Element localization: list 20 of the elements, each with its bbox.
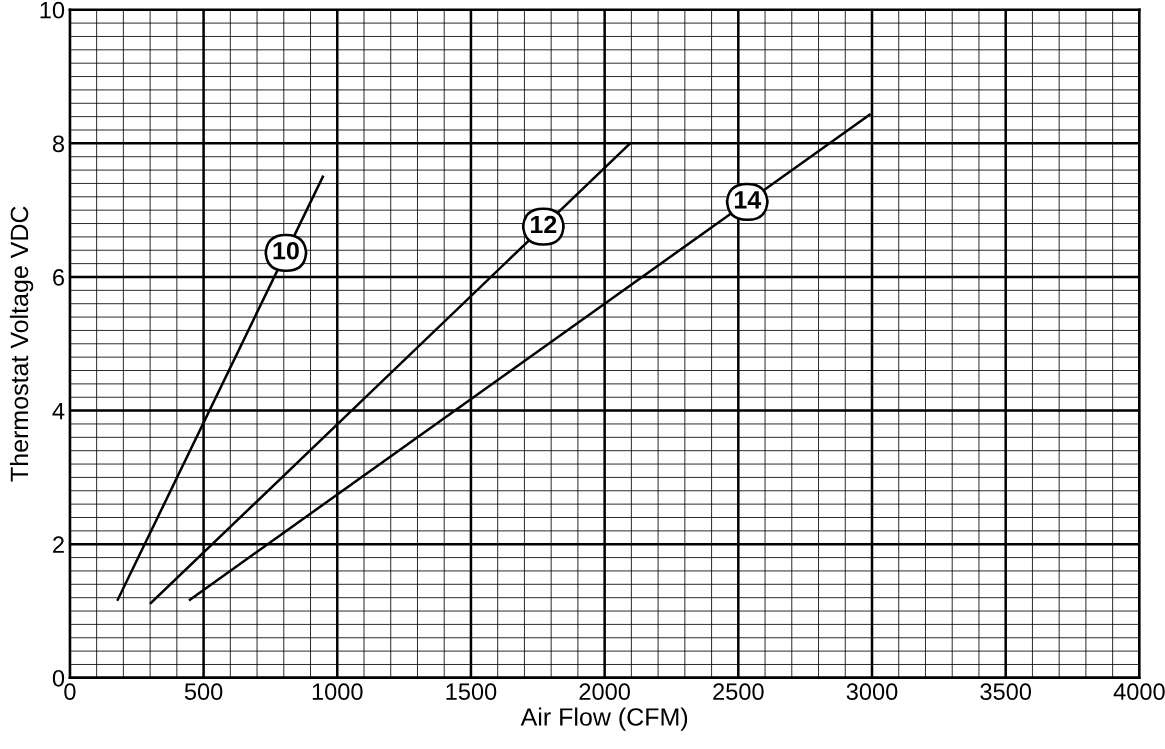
- x-tick-label: 500: [184, 683, 223, 701]
- x-tick-label: 2500: [713, 683, 764, 701]
- y-tick-label: 10: [40, 1, 65, 19]
- series-label: 10: [273, 241, 299, 260]
- y-tick-label: 2: [53, 536, 64, 553]
- y-tick-label: 0: [52, 669, 65, 687]
- x-tick-label: 2000: [579, 683, 630, 701]
- x-tick-label: 1500: [446, 683, 497, 701]
- x-tick-label: 0: [64, 683, 76, 701]
- x-tick-label: 3000: [846, 683, 898, 701]
- series-label: 14: [734, 191, 762, 209]
- y-tick-label: 6: [53, 269, 64, 286]
- y-tick-label: 4: [52, 402, 65, 420]
- x-tick-label: 4000: [1113, 683, 1165, 701]
- y-tick-label: 8: [52, 135, 65, 153]
- series-label: 12: [531, 215, 557, 234]
- x-tick-label: 1000: [312, 683, 363, 701]
- x-tick-label: 3500: [980, 683, 1032, 701]
- x-axis-title: Air Flow (CFM): [520, 707, 688, 731]
- y-axis-title: Thermostat Voltage VDC: [9, 206, 34, 482]
